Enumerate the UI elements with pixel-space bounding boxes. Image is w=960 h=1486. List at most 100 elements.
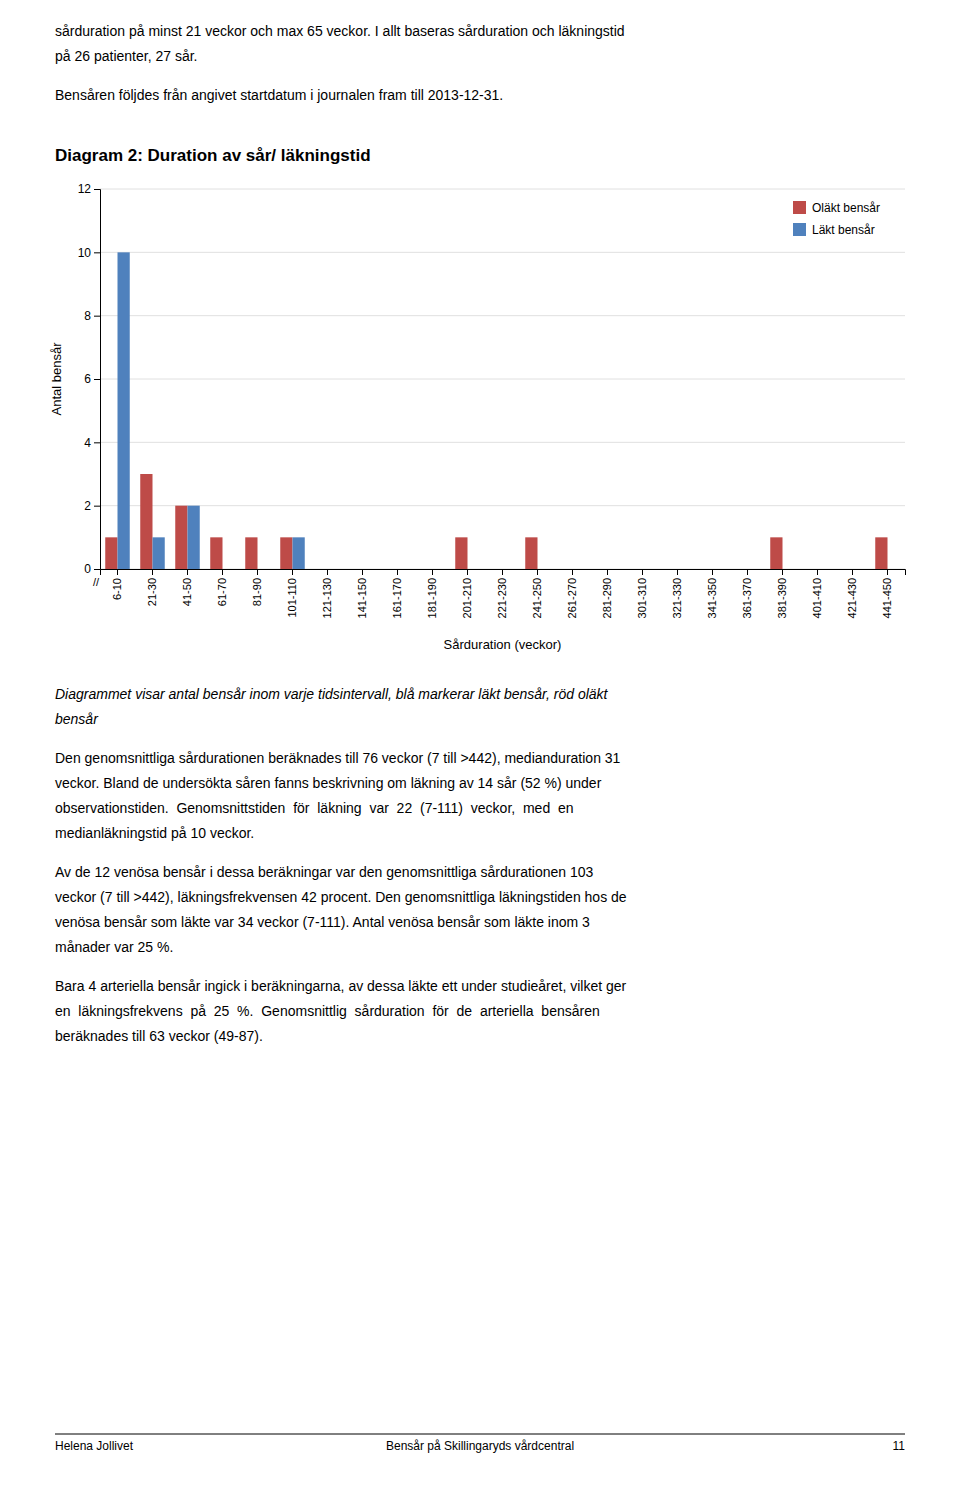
y-tick-mark [94,442,100,443]
bar [783,569,795,570]
grid-line [100,379,905,380]
x-tick-label: 81-90 [251,578,263,606]
x-tick-label: 181-190 [426,578,438,618]
x-tick-label: 281-290 [601,578,613,618]
legend-item: Oläkt bensår [793,201,880,215]
y-tick: 10 [78,246,100,260]
bar [210,537,222,569]
x-tick: 241-250 [531,569,543,618]
bar [315,569,327,570]
x-tick-label: 321-330 [671,578,683,618]
y-tick-label: 2 [84,499,91,513]
bar [293,537,305,569]
bar [748,569,760,570]
bar [153,537,165,569]
bar [433,569,445,570]
bar [630,569,642,570]
y-tick: 12 [78,182,100,196]
x-tick-mark [572,569,573,575]
paragraph-line: Bensåren följdes från angivet startdatum… [55,87,503,103]
x-tick-label: 241-250 [531,578,543,618]
y-tick-mark [94,569,100,570]
y-tick-label: 4 [84,436,91,450]
bar [398,569,410,570]
bar [328,569,340,570]
x-tick-mark [222,569,223,575]
paragraph-line: sårduration på minst 21 veckor och max 6… [55,23,625,39]
footer: Helena JollivetBensår på Skillingaryds v… [55,1434,905,1453]
bar [853,569,865,570]
bar [363,569,375,570]
paragraph-line: veckor. Bland de undersökta såren fanns … [55,775,602,791]
x-tick-label: 121-130 [321,578,333,618]
x-tick: 6-10 [111,569,123,600]
bar [455,537,467,569]
x-tick-mark [747,569,748,575]
bar [420,569,432,570]
y-tick-label: 12 [78,182,92,196]
axis-break: // [93,576,100,588]
paragraph-line: på 26 patienter, 27 sår. [55,48,197,64]
bar [525,537,537,569]
bar [280,537,292,569]
paragraph-line: Bara 4 arteriella bensår ingick i beräkn… [55,978,627,994]
bar-series [118,252,305,569]
bar [350,569,362,570]
bar [188,506,200,569]
x-tick-label: 261-270 [566,578,578,618]
x-tick-mark [887,569,888,575]
x-tick-mark [607,569,608,575]
x-tick: 401-410 [811,569,823,618]
legend-label: Läkt bensår [812,223,875,237]
bar [700,569,712,570]
x-tick: 381-390 [776,569,788,618]
paragraph-line: observationstiden. Genomsnittstiden för … [55,800,574,816]
y-axis-line [94,190,101,570]
x-tick-label: 201-210 [461,578,473,618]
x-tick: 341-350 [706,569,718,618]
x-tick: 21-30 [146,569,158,606]
legend-label: Oläkt bensår [812,201,880,215]
x-axis: 6-1021-3041-5061-7081-90101-110121-13014… [101,569,906,618]
bar [175,506,187,569]
x-tick-label: 41-50 [181,578,193,606]
bar [503,569,515,570]
y-axis-title: Antal bensår [49,342,64,416]
x-tick-mark [152,569,153,575]
footer-rule [55,1434,905,1435]
bar [713,569,725,570]
y-tick-mark [94,189,100,190]
bar [538,569,550,570]
caption-line: Diagrammet visar antal bensår inom varje… [55,686,609,702]
x-tick-mark [187,569,188,575]
x-tick-mark [677,569,678,575]
x-axis-title: Sårduration (veckor) [444,637,562,652]
x-tick-mark [537,569,538,575]
grid-line [100,315,905,316]
bar [805,569,817,570]
x-axis-line [101,570,906,576]
x-tick-mark [712,569,713,575]
bar [678,569,690,570]
x-tick-label: 61-70 [216,578,228,606]
paragraph-line: veckor (7 till >442), läkningsfrekvensen… [55,889,627,905]
paragraph-line: en läkningsfrekvens på 25 %. Genomsnittl… [55,1003,600,1019]
y-tick-mark [94,316,100,317]
x-tick: 61-70 [216,569,228,606]
chart: 0246810126-1021-3041-5061-7081-90101-110… [49,182,906,652]
x-tick-mark [257,569,258,575]
page-text: sårduration på minst 21 veckor och max 6… [55,23,627,1044]
x-tick-label: 161-170 [391,578,403,618]
y-tick-label: 6 [84,372,91,386]
paragraph-line: Av de 12 venösa bensår i dessa beräkning… [55,864,594,880]
x-tick: 361-370 [741,569,753,618]
paragraph-line: venösa bensår som läkte var 34 veckor (7… [55,914,590,930]
x-tick: 141-150 [356,569,368,618]
x-tick-mark [327,569,328,575]
y-tick-label: 0 [84,562,91,576]
legend-swatch [793,201,806,214]
x-tick-mark [642,569,643,575]
x-tick-label: 441-450 [881,578,893,618]
footer-left: Helena Jollivet [55,1439,134,1453]
y-axis: 024681012 [78,182,101,576]
